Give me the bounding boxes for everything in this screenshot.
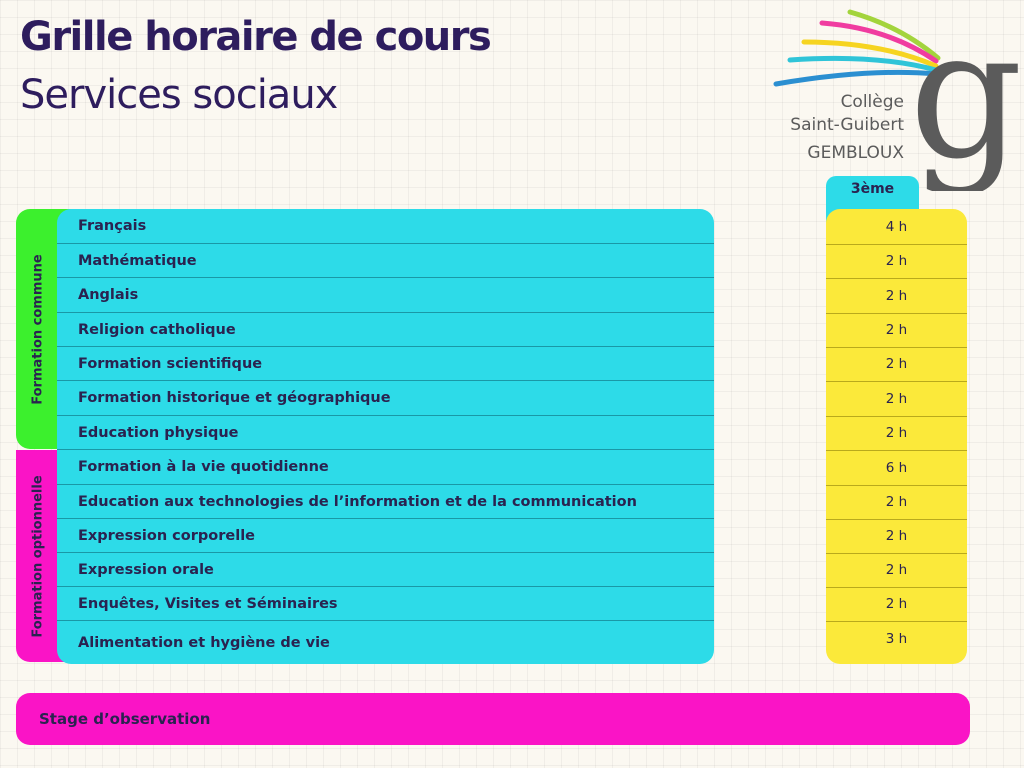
- stage-observation-banner: Stage d’observation: [16, 693, 970, 745]
- subject-label: Français: [78, 218, 147, 234]
- subject-row: Education physique: [57, 416, 714, 450]
- subject-label: Expression corporelle: [78, 527, 255, 544]
- hours-cell: 2 h: [826, 587, 967, 622]
- subject-label: Education aux technologies de l’informat…: [78, 493, 637, 510]
- hours-cell: 4 h: [826, 209, 967, 245]
- hours-cell: 2 h: [826, 416, 967, 451]
- subject-row: Anglais: [57, 278, 714, 313]
- subject-row: Français: [57, 209, 714, 244]
- subject-row: Expression corporelle: [57, 519, 714, 553]
- subject-label: Religion catholique: [78, 321, 236, 338]
- subject-row: Enquêtes, Visites et Séminaires: [57, 587, 714, 621]
- hours-cell: 2 h: [826, 485, 967, 520]
- hours-cell: 2 h: [826, 313, 967, 348]
- subject-row: Formation à la vie quotidienne: [57, 450, 714, 485]
- subject-label: Mathématique: [78, 252, 197, 269]
- subject-label: Anglais: [78, 287, 139, 303]
- hours-cell: 6 h: [826, 450, 967, 486]
- hours-cell: 2 h: [826, 244, 967, 279]
- hours-cell: 2 h: [826, 278, 967, 314]
- subject-row: Mathématique: [57, 244, 714, 278]
- hours-cell: 2 h: [826, 347, 967, 382]
- subject-label: Alimentation et hygiène de vie: [78, 634, 330, 651]
- subject-label: Enquêtes, Visites et Séminaires: [78, 595, 338, 612]
- logo-line-name: Saint-Guibert: [790, 115, 904, 135]
- hours-cell: 2 h: [826, 381, 967, 417]
- subject-row: Formation scientifique: [57, 347, 714, 381]
- subject-row: Religion catholique: [57, 313, 714, 347]
- subject-row: Formation historique et géographique: [57, 381, 714, 416]
- subject-row: Expression orale: [57, 553, 714, 587]
- logo-line-city: GEMBLOUX: [807, 143, 904, 163]
- stage-observation-label: Stage d’observation: [39, 710, 211, 728]
- subject-label: Formation historique et géographique: [78, 390, 391, 406]
- grade-label: 3ème: [850, 181, 895, 197]
- logo-line-college: Collège: [840, 92, 904, 112]
- subject-label: Formation à la vie quotidienne: [78, 459, 329, 475]
- page-title: Grille horaire de cours: [20, 14, 492, 60]
- hours-cell: 2 h: [826, 519, 967, 554]
- hours-cell: 3 h: [885, 630, 908, 647]
- hours-cell: 2 h: [826, 553, 967, 588]
- subject-row: Education aux technologies de l’informat…: [57, 485, 714, 519]
- subjects-table: Français Mathématique Anglais Religion c…: [57, 209, 714, 664]
- subject-row: Alimentation et hygiène de vie: [57, 621, 714, 664]
- subject-label: Expression orale: [78, 561, 214, 578]
- formation-commune-label: Formation commune: [30, 253, 46, 405]
- college-logo: g Collège Saint-Guibert GEMBLOUX: [770, 0, 1023, 198]
- logo-stripes-graphic: g: [773, 0, 1023, 198]
- logo-g-glyph: g: [909, 6, 1020, 191]
- formation-optionnelle-label: Formation optionnelle: [30, 474, 46, 638]
- page-subtitle: Services sociaux: [20, 72, 338, 118]
- subject-label: Education physique: [78, 424, 239, 441]
- subject-label: Formation scientifique: [78, 355, 263, 372]
- hours-column: 4 h 2 h 2 h 2 h 2 h 2 h 2 h 6 h 2 h 2 h …: [826, 209, 967, 664]
